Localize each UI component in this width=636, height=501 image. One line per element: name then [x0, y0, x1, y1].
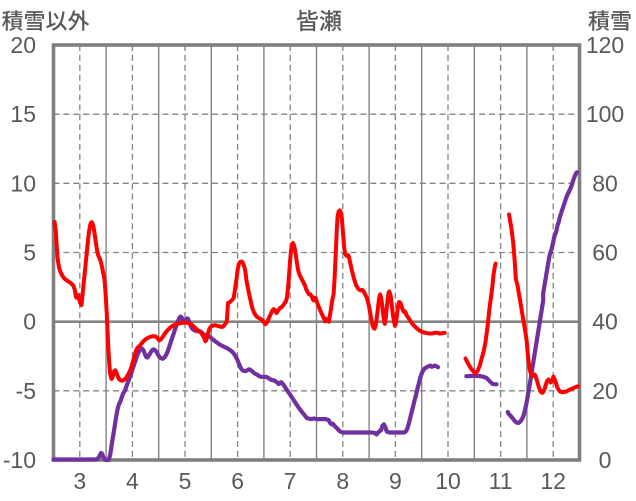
- svg-text:7: 7: [284, 468, 297, 494]
- svg-text:3: 3: [73, 468, 86, 494]
- svg-text:5: 5: [179, 468, 192, 494]
- svg-text:0: 0: [599, 447, 612, 473]
- svg-text:5: 5: [23, 240, 36, 266]
- svg-text:10: 10: [435, 468, 461, 494]
- svg-text:6: 6: [231, 468, 244, 494]
- svg-text:100: 100: [586, 101, 624, 127]
- svg-text:8: 8: [336, 468, 349, 494]
- svg-text:15: 15: [10, 101, 36, 127]
- svg-text:9: 9: [389, 468, 402, 494]
- svg-text:60: 60: [592, 240, 618, 266]
- svg-text:11: 11: [489, 468, 513, 494]
- svg-text:10: 10: [10, 170, 36, 196]
- svg-text:4: 4: [126, 468, 139, 494]
- svg-text:80: 80: [592, 170, 618, 196]
- svg-text:20: 20: [592, 378, 618, 404]
- svg-text:12: 12: [540, 468, 566, 494]
- svg-text:20: 20: [10, 32, 36, 58]
- svg-text:40: 40: [592, 309, 618, 335]
- svg-text:0: 0: [23, 309, 36, 335]
- svg-text:-10: -10: [3, 447, 36, 473]
- svg-text:-5: -5: [16, 378, 36, 404]
- svg-text:120: 120: [586, 32, 624, 58]
